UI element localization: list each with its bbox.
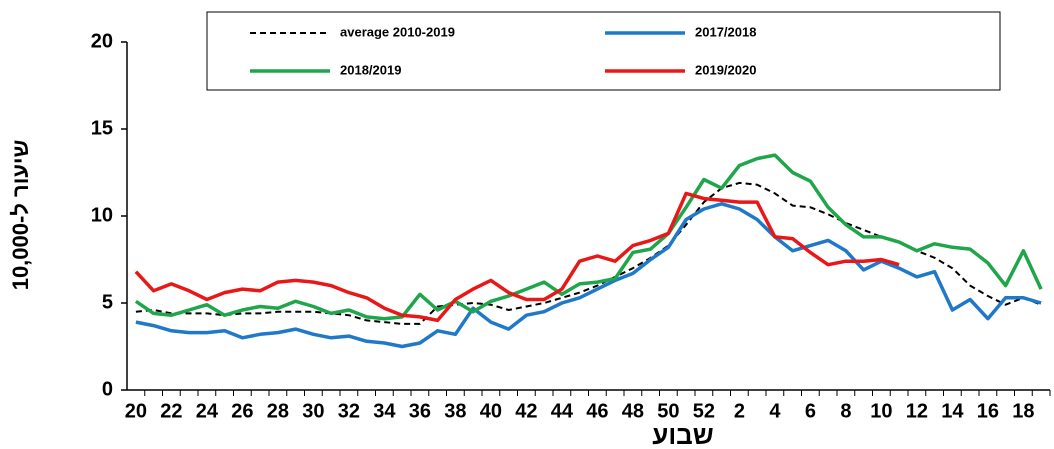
- x-tick-label: 22: [160, 400, 182, 422]
- x-tick-label: 48: [622, 400, 644, 422]
- x-tick-label: 32: [338, 400, 360, 422]
- y-tick-label: 20: [91, 30, 113, 52]
- x-tick-label: 34: [373, 400, 396, 422]
- x-tick-label: 28: [267, 400, 289, 422]
- x-tick-label: 36: [409, 400, 431, 422]
- legend-label: 2019/2020: [695, 62, 756, 77]
- x-tick-label: 6: [805, 400, 816, 422]
- x-axis-label: שבוע: [652, 420, 714, 449]
- legend-label: average 2010-2019: [340, 24, 455, 39]
- y-tick-label: 15: [91, 117, 113, 139]
- x-tick-label: 24: [196, 400, 219, 422]
- series-line: [134, 153, 1043, 321]
- x-tick-label: 12: [906, 400, 928, 422]
- legend-label: 2018/2019: [340, 62, 401, 77]
- legend-box: [206, 11, 1001, 91]
- y-tick-label: 0: [102, 378, 113, 400]
- x-tick-label: 40: [480, 400, 502, 422]
- y-tick-label: 10: [91, 204, 113, 226]
- x-tick-label: 44: [551, 400, 574, 422]
- series-line: [134, 191, 900, 323]
- y-tick-label: 5: [102, 291, 113, 313]
- x-tick-label: 30: [302, 400, 324, 422]
- x-tick-label: 38: [444, 400, 466, 422]
- x-tick-label: 10: [870, 400, 892, 422]
- x-tick-label: 16: [977, 400, 999, 422]
- y-axis-label: שיעור ל-10,000: [8, 140, 33, 291]
- x-tick-label: 26: [231, 400, 253, 422]
- x-tick-label: 8: [840, 400, 851, 422]
- x-tick-label: 4: [769, 400, 781, 422]
- x-tick-label: 20: [125, 400, 147, 422]
- x-tick-label: 46: [586, 400, 608, 422]
- x-tick-label: 14: [941, 400, 964, 422]
- x-tick-label: 42: [515, 400, 537, 422]
- series-line: [135, 181, 1042, 325]
- legend-label: 2017/2018: [695, 24, 756, 39]
- x-tick-label: 50: [657, 400, 679, 422]
- x-tick-label: 18: [1012, 400, 1034, 422]
- x-tick-label: 52: [693, 400, 715, 422]
- x-tick-label: 2: [734, 400, 745, 422]
- series-line: [135, 202, 1042, 349]
